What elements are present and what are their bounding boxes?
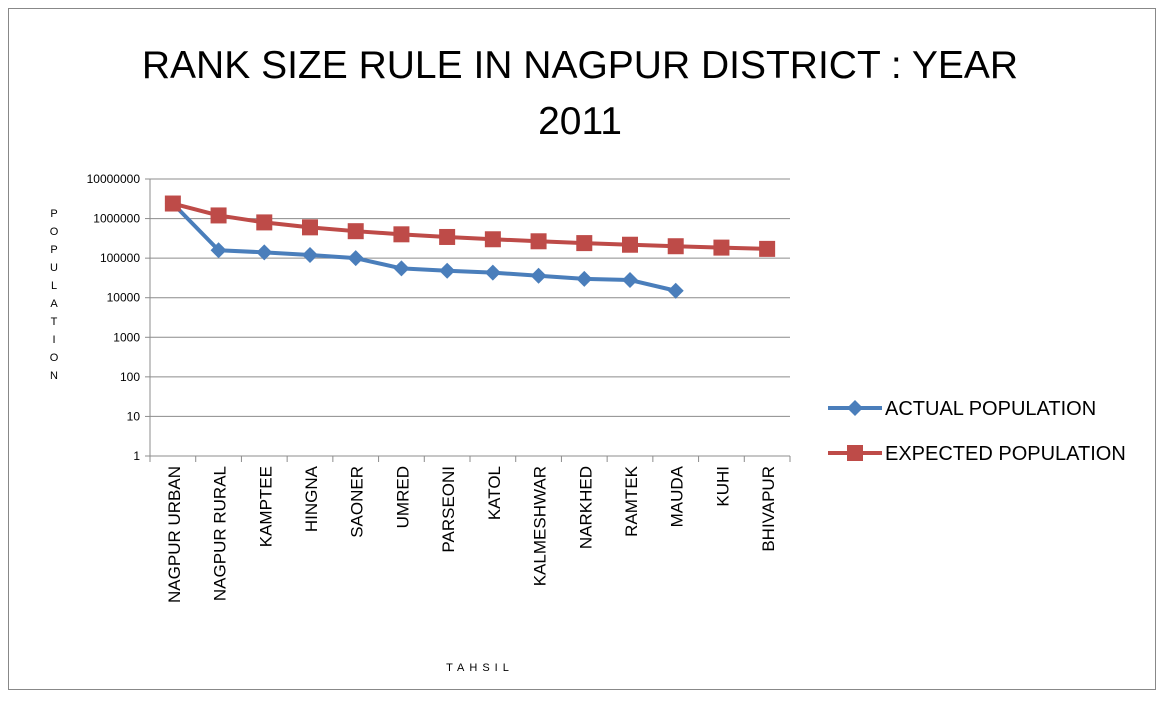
data-point [576,270,593,287]
x-tick-label: KALMESHWAR [531,466,550,586]
data-point [713,239,730,256]
x-tick-label: RAMTEK [622,465,641,537]
x-axis-title: TAHSIL [446,662,514,674]
x-tick-label: KATOL [485,466,504,520]
y-axis-title: POPULATION [48,208,60,388]
y-tick-label: 1000 [113,330,140,344]
data-point [847,445,863,461]
data-point [164,195,181,212]
data-point [484,231,501,248]
x-tick-label: HINGNA [302,465,321,532]
x-tick-label: NAGPUR URBAN [165,466,184,603]
x-tick-label: MAUDA [668,465,687,527]
series-line [171,202,677,293]
data-point [622,236,638,253]
x-tick-label: BHIVAPUR [759,466,778,552]
data-point [256,214,273,231]
x-tick-label: PARSEONI [439,466,458,553]
x-tick-label: NARKHED [576,466,595,549]
data-point [530,267,547,284]
data-point [667,238,684,255]
data-point [347,223,364,240]
data-point [667,282,684,299]
y-tick-label: 1000000 [93,212,140,226]
x-tick-label: KUHI [713,466,732,507]
x-tick-label: KAMPTEE [256,466,275,547]
data-point [393,260,410,277]
y-tick-label: 10000000 [87,172,141,186]
data-point [759,240,776,257]
data-point [439,228,456,245]
data-point [302,247,318,264]
chart-border [8,8,1156,690]
data-point [622,272,638,289]
x-tick-label: NAGPUR RURAL [211,466,230,601]
y-tick-label: 1 [133,449,140,463]
data-point [210,207,227,224]
y-tick-label: 10 [127,409,141,423]
data-point [530,233,547,250]
data-point [393,226,410,243]
y-tick-label: 100000 [100,251,140,265]
data-point [484,264,501,281]
y-tick-label: 100 [120,370,140,384]
legend-label: ACTUAL POPULATION [885,398,1096,420]
data-point [347,250,364,267]
x-tick-label: SAONER [348,466,367,538]
data-point [210,242,227,259]
y-tick-label: 10000 [107,291,141,305]
data-point [439,262,456,279]
data-point [302,219,318,236]
chart-title: RANK SIZE RULE IN NAGPUR DISTRICT : YEAR… [141,44,1019,143]
x-tick-label: UMRED [393,466,412,528]
data-point [576,235,593,252]
data-point [256,244,273,261]
legend-label: EXPECTED POPULATION [885,443,1126,465]
data-point [847,400,863,416]
